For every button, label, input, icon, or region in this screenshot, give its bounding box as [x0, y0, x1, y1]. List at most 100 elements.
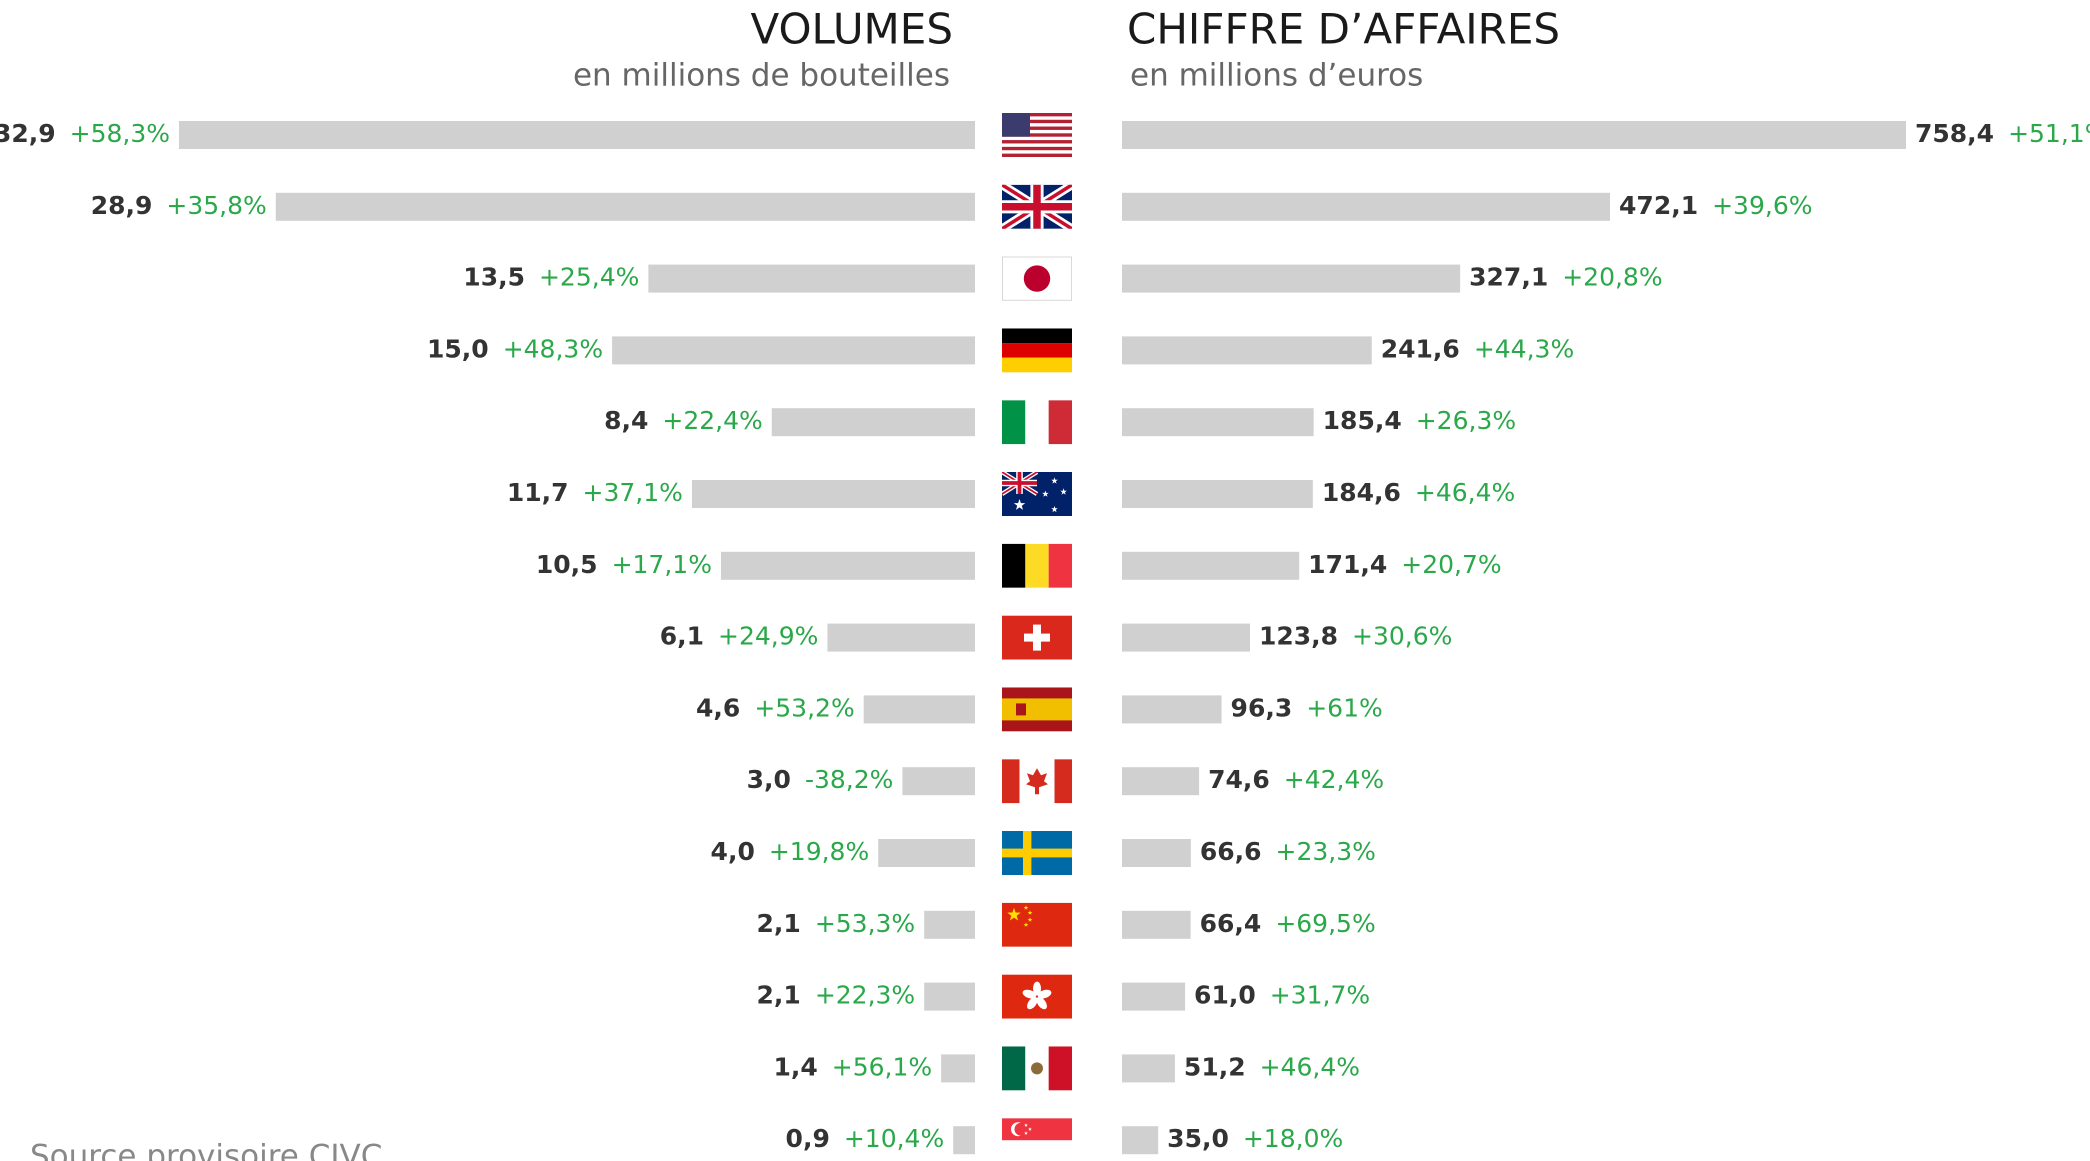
- flag-part: [1023, 922, 1029, 927]
- value-label: 171,4: [1308, 550, 1387, 579]
- change-label: +22,4%: [662, 406, 762, 435]
- flag-part: [1002, 759, 1020, 804]
- value-label: 3,0: [747, 765, 791, 794]
- flag-part: [1024, 1123, 1028, 1127]
- flag-part: [1002, 123, 1072, 127]
- flag-part: [1002, 400, 1026, 445]
- change-label: +24,9%: [718, 622, 818, 651]
- change-label: +17,1%: [612, 550, 712, 579]
- change-label: +48,3%: [503, 334, 603, 363]
- right-title: CHIFFRE D’AFFAIRES: [1127, 5, 1560, 54]
- flag-part: [1002, 129, 1072, 134]
- bar: [179, 121, 975, 149]
- flag-part: [1002, 328, 1072, 373]
- change-label: +23,3%: [1276, 837, 1376, 866]
- change-label: +51,1%: [2008, 119, 2090, 148]
- flag-part: [1026, 768, 1048, 795]
- change-label: +18,0%: [1243, 1124, 1343, 1153]
- value-label: 96,3: [1231, 693, 1293, 722]
- flag: [1002, 184, 1072, 229]
- change-label: +35,8%: [166, 191, 266, 220]
- flag: [1002, 1046, 1072, 1091]
- value-label: 35,0: [1167, 1124, 1229, 1153]
- value-label: 0,9: [786, 1124, 830, 1153]
- flag-part: [1054, 759, 1072, 804]
- value-label: 6,1: [660, 622, 704, 651]
- change-label: +53,3%: [815, 909, 915, 938]
- bar: [771, 408, 975, 437]
- flag-part: [1002, 759, 1072, 804]
- flag: [1002, 256, 1072, 301]
- flag-part: [1023, 905, 1029, 910]
- bar: [1122, 839, 1191, 867]
- flag-part: [1048, 543, 1072, 588]
- change-label: +10,4%: [844, 1124, 944, 1153]
- flag-part: [1002, 328, 1072, 344]
- change-label: +22,3%: [815, 981, 915, 1010]
- bar: [275, 192, 976, 221]
- value-label: 241,6: [1381, 334, 1460, 363]
- value-label: 4,6: [696, 693, 740, 722]
- flag-part: [1002, 472, 1037, 494]
- bar: [648, 264, 975, 293]
- flag-part: [1002, 902, 1072, 947]
- flag-part: [1002, 113, 1072, 157]
- flag: [1002, 113, 1072, 157]
- change-label: +19,8%: [769, 837, 869, 866]
- bar: [691, 480, 975, 508]
- flag-part: [1048, 1046, 1072, 1091]
- flag-part: [1002, 543, 1026, 588]
- bar: [1122, 408, 1314, 437]
- flag-part: [1042, 490, 1049, 497]
- flag-part: [1007, 907, 1021, 921]
- bar: [1122, 1054, 1175, 1083]
- flag-part: [1025, 400, 1049, 445]
- bar: [878, 839, 975, 867]
- flag-part: [1002, 119, 1072, 124]
- value-label: 327,1: [1469, 263, 1548, 292]
- flag-part: [1002, 153, 1072, 157]
- value-label: 61,0: [1194, 981, 1256, 1010]
- flag-part: [1002, 150, 1072, 154]
- bar: [1122, 1126, 1159, 1155]
- flag-part: [1002, 143, 1072, 148]
- change-label: +58,3%: [70, 119, 170, 148]
- flag-part: [1024, 633, 1050, 642]
- flag-part: [1002, 472, 1039, 496]
- right-subtitle: en millions d’euros: [1130, 58, 1423, 94]
- flag-part: [1002, 1046, 1072, 1091]
- value-label: 4,0: [711, 837, 755, 866]
- value-label: 11,7: [507, 478, 569, 507]
- flag-part: [1027, 996, 1038, 1010]
- value-label: 185,4: [1323, 406, 1402, 435]
- flag: [1002, 687, 1072, 732]
- change-label: +31,7%: [1270, 981, 1370, 1010]
- flag-part: [1002, 357, 1072, 373]
- flag-part: [1014, 1122, 1028, 1136]
- bar: [902, 767, 975, 796]
- flag-part: [1002, 146, 1072, 151]
- bar: [924, 982, 975, 1011]
- change-label: +37,1%: [583, 478, 683, 507]
- flag: [1002, 400, 1072, 445]
- flag-part: [1002, 472, 1072, 516]
- change-label: +46,4%: [1260, 1052, 1360, 1081]
- flag: [1002, 1118, 1072, 1161]
- flag-part: [1002, 902, 1072, 947]
- flag-part: [1027, 917, 1033, 922]
- change-label: +42,4%: [1284, 765, 1384, 794]
- flag-part: [1002, 136, 1072, 141]
- flag: [1002, 543, 1072, 588]
- flag-part: [1060, 488, 1067, 495]
- flag-part: [1022, 989, 1037, 999]
- change-label: +53,2%: [754, 693, 854, 722]
- bar: [1122, 264, 1461, 293]
- value-label: 2,1: [757, 981, 801, 1010]
- source: Source provisoire CIVC: [30, 1139, 382, 1161]
- flags: [1002, 113, 1072, 1161]
- change-label: +69,5%: [1275, 909, 1375, 938]
- flag-part: [1048, 400, 1072, 445]
- value-label: 32,9: [0, 119, 56, 148]
- flag-part: [1002, 543, 1072, 588]
